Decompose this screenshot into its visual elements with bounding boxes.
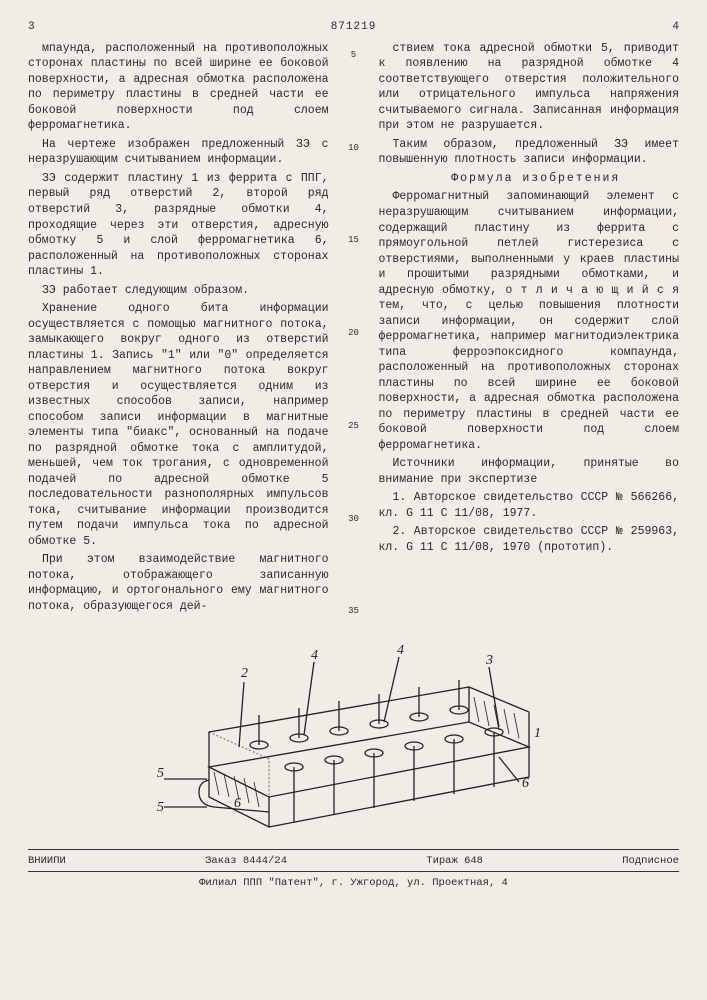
footer-tirazh: Тираж 648 xyxy=(426,854,483,868)
para: Хранение одного бита информации осуществ… xyxy=(28,301,329,549)
figure-label-2: 2 xyxy=(241,666,248,681)
page-right: 4 xyxy=(672,20,679,35)
figure-label-1: 1 xyxy=(534,726,541,741)
figure-label-6: 6 xyxy=(234,796,241,811)
line-marker: 20 xyxy=(347,327,361,339)
para: ЗЭ работает следующим образом. xyxy=(28,283,329,299)
para: ствием тока адресной обмотки 5, приводит… xyxy=(379,41,680,134)
figure-label-4b: 4 xyxy=(397,643,404,658)
page-left: 3 xyxy=(28,20,35,35)
line-marker: 35 xyxy=(347,605,361,617)
line-marker: 25 xyxy=(347,420,361,432)
ref-item: 1. Авторское свидетельство СССР № 566266… xyxy=(379,490,680,521)
text-columns: мпаунда, расположенный на противоположны… xyxy=(28,41,679,618)
figure-label-5: 5 xyxy=(157,766,164,781)
document-number: 871219 xyxy=(35,20,673,35)
figure-label-6b: 6 xyxy=(522,776,529,791)
footer-order: Заказ 8444/24 xyxy=(205,854,287,868)
para: На чертеже изображен предложенный ЗЭ с н… xyxy=(28,137,329,168)
ref-item: 2. Авторское свидетельство СССР № 259963… xyxy=(379,524,680,555)
patent-figure: 2 4 4 3 5 5 6 6 1 xyxy=(139,627,569,837)
figure-label-5b: 5 xyxy=(157,800,164,815)
line-number-gutter: 5 10 15 20 25 30 35 xyxy=(347,41,361,618)
footer-org: ВНИИПИ xyxy=(28,854,66,868)
figure-label-4: 4 xyxy=(311,648,318,663)
claim-text: Ферромагнитный запоминающий элемент с не… xyxy=(379,189,680,453)
footer-line: ВНИИПИ Заказ 8444/24 Тираж 648 Подписное xyxy=(28,849,679,868)
line-marker: 10 xyxy=(347,142,361,154)
para: ЗЭ содержит пластину 1 из феррита с ППГ,… xyxy=(28,171,329,280)
left-column: мпаунда, расположенный на противоположны… xyxy=(28,41,329,618)
para: При этом взаимодействие магнитного поток… xyxy=(28,552,329,614)
page-header: 3 871219 4 xyxy=(28,20,679,35)
footer-sub: Подписное xyxy=(622,854,679,868)
line-marker: 15 xyxy=(347,234,361,246)
line-marker: 30 xyxy=(347,513,361,525)
para: Таким образом, предложенный ЗЭ имеет пов… xyxy=(379,137,680,168)
line-marker: 5 xyxy=(347,49,361,61)
formula-heading: Формула изобретения xyxy=(379,171,680,187)
figure-label-3: 3 xyxy=(485,653,493,668)
footer-address: Филиал ППП "Патент", г. Ужгород, ул. Про… xyxy=(28,876,679,890)
refs-heading: Источники информации, принятые во вниман… xyxy=(379,456,680,487)
right-column: ствием тока адресной обмотки 5, приводит… xyxy=(379,41,680,618)
para: мпаунда, расположенный на противоположны… xyxy=(28,41,329,134)
